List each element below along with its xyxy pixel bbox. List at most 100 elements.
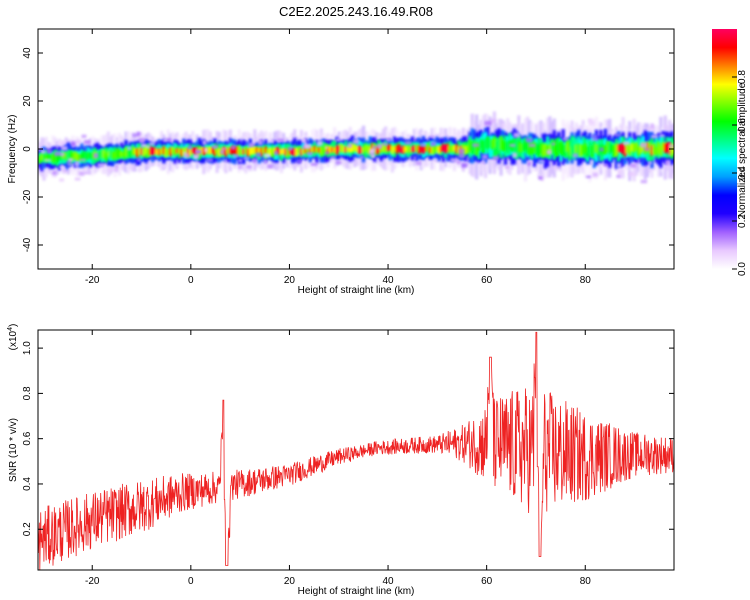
spectrogram-cell: [151, 147, 155, 155]
spectrogram-cell: [490, 139, 494, 150]
spectrogram-cell: [515, 142, 519, 154]
y-tick-label: 0.2: [22, 522, 33, 536]
spectrogram-cell: [630, 143, 634, 152]
spectrogram-cell: [284, 148, 288, 156]
spectrogram-cell: [548, 144, 552, 154]
spectrogram-cell: [250, 146, 255, 155]
spectrogram-cell: [137, 147, 142, 155]
spectrogram-cell: [288, 148, 292, 155]
spectrogram-speckle: [183, 151, 187, 155]
spectrogram-cell: [539, 143, 543, 154]
spectrogram-cell: [211, 147, 215, 154]
spectrogram-cell: [171, 146, 175, 154]
spectrogram-speckle: [231, 145, 236, 150]
spectrogram-cell: [235, 146, 239, 156]
spectrogram-cell: [262, 147, 266, 154]
spectrogram-xlabel: Height of straight line (km): [298, 285, 415, 296]
spectrogram-speckle: [317, 140, 323, 146]
spectrogram-cell: [632, 143, 636, 153]
spectrogram-speckle: [377, 143, 383, 149]
spectrogram-speckle: [166, 138, 172, 142]
spectrogram-speckle: [304, 144, 311, 149]
spectrogram-speckle: [52, 170, 57, 175]
spectrogram-speckle: [553, 166, 561, 169]
spectrogram-cell: [66, 152, 71, 161]
spectrogram-speckle: [371, 154, 376, 158]
snr-ticks: -20 0 20 40 60 80 0.2 0.4 0.6 0.8 1.0: [22, 330, 674, 587]
spectrogram-speckle: [527, 161, 531, 166]
spectrogram-cell: [428, 146, 432, 154]
spectrogram-cell: [166, 149, 170, 155]
spectrogram-speckle: [60, 152, 65, 157]
spectrogram-cell: [308, 146, 312, 154]
spectrogram-speckle: [78, 171, 85, 176]
spectrogram-speckle: [504, 165, 510, 169]
spectrogram-cell: [654, 137, 658, 156]
spectrogram-cell: [339, 143, 343, 153]
spectrogram-cell: [186, 148, 190, 157]
spectrogram-cell: [399, 147, 403, 154]
spectrogram-cell: [69, 151, 73, 161]
spectrogram-cell: [530, 142, 534, 155]
colorbar-tick-label: 0.8: [737, 70, 748, 84]
spectrogram-speckle: [538, 160, 545, 163]
spectrogram-speckle: [461, 163, 468, 168]
spectrogram-cell: [237, 146, 241, 156]
spectrogram-cell: [40, 154, 44, 161]
spectrogram-cell: [168, 147, 173, 157]
spectrogram-speckle: [183, 153, 190, 158]
spectrogram-speckle: [484, 120, 492, 126]
spectrogram-speckle: [137, 157, 141, 162]
spectrogram-cell: [408, 146, 412, 153]
spectrogram-cell: [605, 141, 610, 153]
spectrogram-cell: [634, 142, 639, 151]
spectrogram-cell: [239, 148, 244, 156]
spectrogram-cell: [592, 140, 596, 153]
spectrogram-cell: [328, 145, 332, 154]
spectrogram-cell: [672, 143, 674, 154]
spectrogram-speckle: [509, 143, 516, 147]
spectrogram-cell: [51, 153, 55, 163]
spectrogram-speckle: [148, 142, 155, 146]
spectrogram-speckle: [415, 161, 421, 166]
spectrogram-cell: [517, 141, 521, 153]
spectrogram-cell: [501, 140, 505, 152]
spectrogram-cell: [526, 141, 530, 154]
y-tick-label: -20: [22, 189, 33, 204]
spectrogram-speckle: [572, 153, 578, 158]
spectrogram-speckle: [81, 134, 87, 138]
spectrogram-speckle: [206, 158, 213, 162]
spectrogram-cell: [226, 146, 230, 154]
spectrogram-speckle: [651, 135, 658, 139]
x-tick-label: 0: [188, 275, 194, 286]
spectrogram-cell: [302, 148, 306, 155]
spectrogram-cell: [266, 148, 270, 156]
spectrogram-speckle: [372, 145, 377, 149]
colorbar-tick-label: 0.4: [737, 166, 748, 180]
spectrogram-cell: [153, 147, 157, 155]
spectrogram-speckle: [59, 166, 66, 169]
spectrogram-cell: [419, 146, 423, 153]
spectrogram-cell: [321, 147, 326, 154]
spectrogram-speckles: [40, 118, 674, 184]
spectrogram-speckle: [246, 165, 252, 169]
spectrogram-cell: [244, 146, 248, 155]
spectrogram-cell: [637, 146, 641, 156]
spectrogram-cell: [208, 146, 213, 155]
spectrogram-cell: [572, 144, 576, 155]
spectrogram-cell: [446, 143, 450, 153]
spectrogram-cell: [361, 146, 366, 153]
spectrogram-cell: [257, 147, 261, 154]
x-tick-label: 40: [382, 576, 394, 587]
spectrogram-speckle: [74, 177, 81, 181]
spectrogram-speckle: [138, 137, 146, 143]
spectrogram-cell: [297, 146, 301, 154]
spectrogram-speckle: [61, 168, 67, 172]
spectrogram-cell: [426, 143, 430, 152]
spectrogram-speckle: [648, 161, 652, 165]
spectrogram-cell: [191, 147, 195, 154]
snr-yscale-exponent: 4: [7, 327, 14, 331]
spectrogram-cell: [619, 143, 623, 153]
spectrogram-cell: [472, 141, 477, 154]
